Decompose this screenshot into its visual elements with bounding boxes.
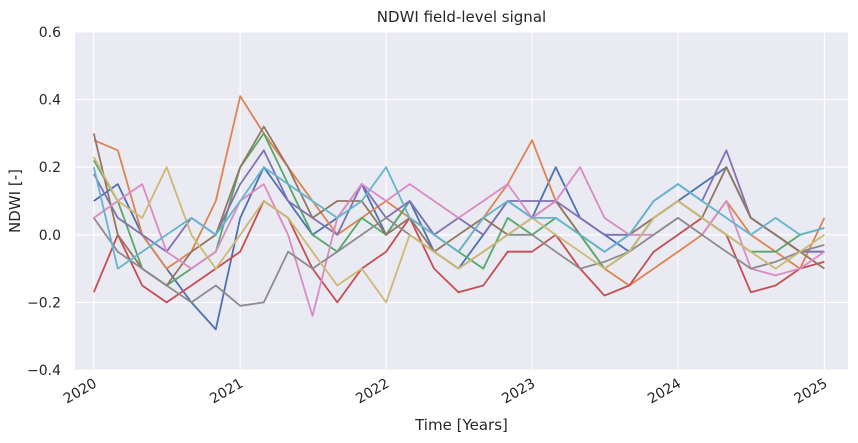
plot-background (75, 32, 848, 370)
y-tick-label: −0.4 (27, 363, 61, 379)
y-tick-label: 0.0 (39, 228, 61, 244)
y-tick-label: 0.4 (39, 93, 61, 109)
x-tick-label: 2025 (792, 376, 831, 408)
x-tick-labels: 2020 2021 2022 2023 2024 2025 (61, 376, 830, 408)
y-tick-labels: −0.4 −0.2 0.0 0.2 0.4 0.6 (27, 25, 61, 379)
y-tick-label: −0.2 (27, 295, 61, 311)
chart-title: NDWI field-level signal (377, 8, 546, 26)
y-axis-label: NDWI [-] (6, 169, 24, 233)
series-layer (92, 95, 826, 331)
grid-lines (75, 31, 848, 371)
x-tick-label: 2024 (645, 376, 684, 408)
x-tick-label: 2022 (353, 376, 392, 408)
y-tick-label: 0.2 (39, 160, 61, 176)
x-tick-label: 2021 (207, 376, 246, 408)
y-tick-label: 0.6 (39, 25, 61, 41)
series-line-10 (92, 166, 825, 270)
series-line-9 (93, 156, 825, 304)
x-tick-label: 2023 (499, 376, 538, 408)
x-axis-label: Time [Years] (414, 416, 508, 434)
x-tick-label: 2020 (61, 376, 100, 408)
